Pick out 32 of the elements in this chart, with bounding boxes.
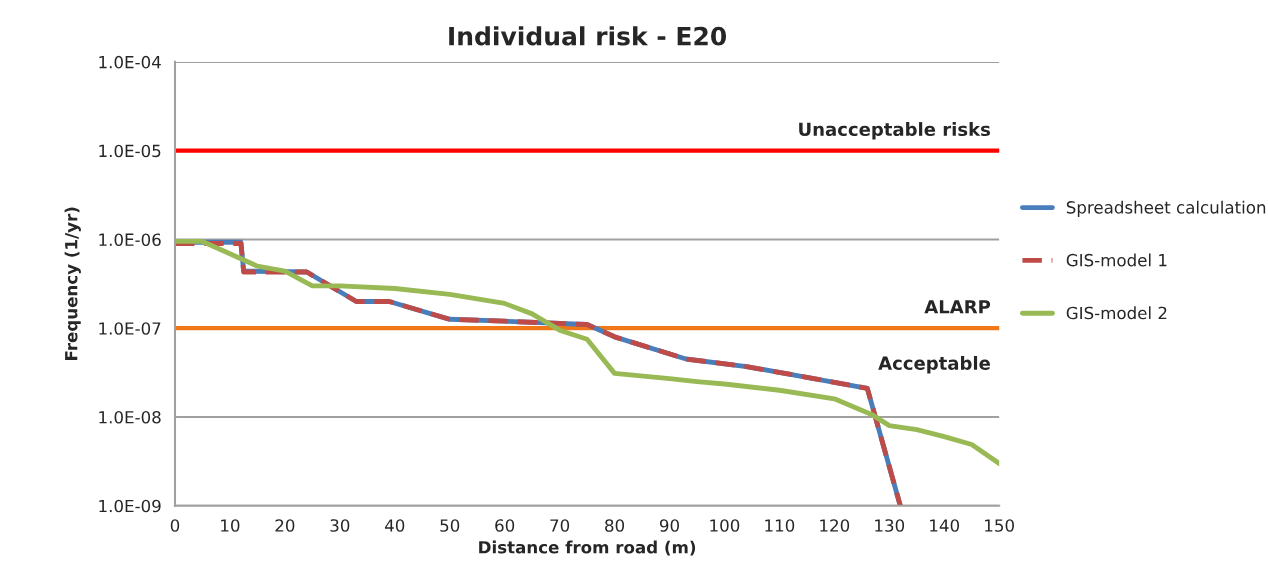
x-tick-label: 40 <box>384 519 405 532</box>
y-tick-label: 1.0E-04 <box>99 55 161 69</box>
line-series <box>174 238 1000 466</box>
x-tick-label: 10 <box>221 519 240 532</box>
legend-label: GIS-model 1 <box>1066 253 1167 267</box>
x-tick-label: 90 <box>659 519 679 532</box>
y-tick-label: 1.0E-08 <box>99 410 161 424</box>
x-tick-label: 20 <box>275 519 295 532</box>
x-tick-label: 70 <box>550 519 570 532</box>
x-tick-label: 120 <box>820 519 850 532</box>
y-tick-label: 1.0E-05 <box>99 144 161 158</box>
x-tick-label: 50 <box>440 519 460 532</box>
x-tick-label: 110 <box>765 519 795 532</box>
x-tick-label: 80 <box>605 519 625 532</box>
legend-label: Spreadsheet calculation <box>1066 200 1266 217</box>
y-axis-title: Frequency (1/yr) <box>64 207 81 360</box>
y-tick-label: 1.0E-06 <box>99 233 161 247</box>
y-tick-label: 1.0E-09 <box>99 499 161 513</box>
x-tick-label: 140 <box>930 519 960 532</box>
x-tick-label: 30 <box>330 519 350 532</box>
legend-label: GIS-model 2 <box>1066 306 1167 320</box>
x-tick-label: 0 <box>170 519 180 532</box>
x-tick-label: 60 <box>495 519 515 532</box>
ref-line-label: ALARP <box>924 300 991 314</box>
x-tick-label: 100 <box>710 519 740 532</box>
x-tick-label: 130 <box>875 519 905 532</box>
y-tick-label: 1.0E-07 <box>99 322 161 335</box>
x-tick-label: 150 <box>985 519 1014 532</box>
chart-title: Individual risk - E20 <box>449 26 727 46</box>
x-axis-title: Distance from road (m) <box>479 540 696 556</box>
annotation: Acceptable <box>878 355 990 374</box>
ref-line-label: Unacceptable risks <box>799 122 990 140</box>
